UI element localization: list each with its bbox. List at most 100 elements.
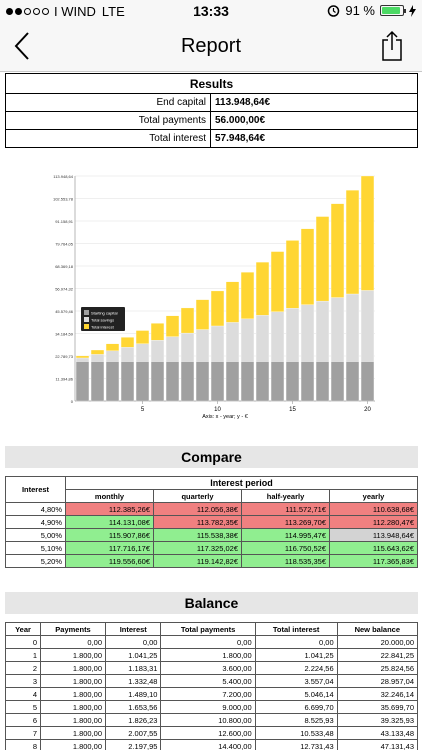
chart-y-tick: 79.764,05 <box>55 242 74 247</box>
balance-column-header: Payments <box>40 622 107 636</box>
balance-cell: 1.800,00 <box>160 648 256 662</box>
page-title: Report <box>180 35 242 57</box>
compare-table: Interest Interest period monthly quarterl… <box>5 476 418 568</box>
balance-cell: 5.400,00 <box>160 674 256 688</box>
compare-rate: 5,00% <box>5 528 66 542</box>
balance-cell: 0,00 <box>105 635 162 649</box>
balance-cell: 0,00 <box>254 635 338 649</box>
balance-cell: 0,00 <box>160 635 256 649</box>
chart-legend-label: Total savings <box>91 317 114 322</box>
balance-cell: 3 <box>4 674 42 688</box>
chart-bar-starting-capital <box>210 361 225 402</box>
chart-y-tick: 34.184,59 <box>55 332 74 337</box>
balance-cell: 1.653,56 <box>105 700 162 714</box>
share-icon[interactable] <box>380 30 404 62</box>
chart-bar-starting-capital <box>240 361 255 402</box>
balance-row: 5 1.800,00 1.653,56 9.000,00 6.699,70 35.699,… <box>4 700 419 714</box>
chart-x-tick: 10 <box>214 407 221 413</box>
compare-value: 118.535,35€ <box>241 554 330 568</box>
balance-cell: 6 <box>4 713 42 727</box>
compare-rate: 4,90% <box>5 515 66 529</box>
compare-value: 113.269,70€ <box>241 515 330 529</box>
balance-cell: 43.133,48 <box>336 726 419 740</box>
chart-y-tick: 113.948,64 <box>53 174 73 179</box>
balance-cell: 0,00 <box>40 635 107 649</box>
chart-bar-starting-capital <box>135 361 150 402</box>
chart-bar-total-savings <box>285 308 300 362</box>
chart-bar-total-interest <box>180 307 195 334</box>
balance-cell: 3.600,00 <box>160 661 256 675</box>
balance-cell: 35.699,70 <box>336 700 419 714</box>
chart-bar-total-interest <box>360 175 375 291</box>
chart-bar-starting-capital <box>90 361 105 402</box>
compare-period-label: monthly <box>65 489 154 503</box>
compare-rate: 5,10% <box>5 541 66 555</box>
chart-bar-total-savings <box>195 329 210 362</box>
chart-bar-total-savings <box>135 343 150 362</box>
balance-row: 0 0,00 0,00 0,00 0,00 20.000,00 <box>4 635 419 649</box>
chart-x-tick: 20 <box>364 407 371 413</box>
chart-bar-total-interest <box>120 337 135 348</box>
compare-row: 5,00% 115.907,86€ 115.538,38€ 114.995,47€ 11… <box>5 528 418 542</box>
balance-row: 4 1.800,00 1.489,10 7.200,00 5.046,14 32.246,… <box>4 687 419 701</box>
compare-value: 116.750,52€ <box>241 541 330 555</box>
chart-legend-label: Total interest <box>91 324 115 329</box>
chart-bar-total-interest <box>150 323 165 341</box>
results-value: 56.000,00€ <box>210 111 418 130</box>
balance-cell: 12.600,00 <box>160 726 256 740</box>
compare-row: 4,80% 112.385,26€ 112.056,38€ 111.572,71€ 11… <box>5 502 418 516</box>
compare-value: 112.280,47€ <box>329 515 418 529</box>
chart-y-tick: 22.789,73 <box>55 354 74 359</box>
balance-cell: 1.800,00 <box>40 661 107 675</box>
results-table: Results End capital 113.948,64€ Total pa… <box>5 73 418 148</box>
chart-bar-total-interest <box>285 240 300 309</box>
results-row: Total interest 57.948,64€ <box>5 129 418 148</box>
compare-value: 119.556,60€ <box>65 554 154 568</box>
balance-column-header: New balance <box>336 622 419 636</box>
results-label: Total payments <box>5 111 211 130</box>
chart-x-tick: 15 <box>289 407 296 413</box>
balance-cell: 2.197,95 <box>105 739 162 750</box>
chart-bar-total-interest <box>345 190 360 295</box>
chart-bar-total-savings <box>360 290 375 362</box>
network-type: LTE <box>101 4 125 19</box>
chart-legend-swatch <box>84 324 89 329</box>
chart-bar-starting-capital <box>315 361 330 402</box>
balance-cell: 1.800,00 <box>40 739 107 750</box>
battery-icon <box>380 5 406 16</box>
balance-title: Balance <box>5 592 418 614</box>
chart-bar-total-interest <box>105 343 120 351</box>
balance-cell: 6.699,70 <box>254 700 338 714</box>
chart-bar-starting-capital <box>285 361 300 402</box>
compare-rate: 5,20% <box>5 554 66 568</box>
chart-bar-starting-capital <box>150 361 165 402</box>
compare-period-label: yearly <box>329 489 418 503</box>
results-value: 113.948,64€ <box>210 93 418 112</box>
chart-bar-total-interest <box>165 315 180 337</box>
chart-bar-starting-capital <box>345 361 360 402</box>
chart-bar-total-interest <box>90 349 105 355</box>
chart-bar-total-savings <box>165 336 180 362</box>
balance-cell: 3.557,04 <box>254 674 338 688</box>
compare-value: 119.142,82€ <box>153 554 242 568</box>
balance-cell: 1 <box>4 648 42 662</box>
balance-cell: 1.800,00 <box>40 648 107 662</box>
back-chevron-icon[interactable] <box>10 28 40 64</box>
compare-value: 115.643,62€ <box>329 541 418 555</box>
battery-percent: 91 % <box>345 3 375 18</box>
balance-cell: 5 <box>4 700 42 714</box>
chart-bar-total-savings <box>105 350 120 362</box>
compare-row: 5,10% 117.716,17€ 117.325,02€ 116.750,52€ 11… <box>5 541 418 555</box>
balance-cell: 1.489,10 <box>105 687 162 701</box>
chart-bar-total-savings <box>255 315 270 362</box>
chart-x-axis-label: Axis: x - year; y - € <box>202 414 248 420</box>
results-label: Total interest <box>5 129 211 148</box>
balance-cell: 2.224,56 <box>254 661 338 675</box>
balance-cell: 4 <box>4 687 42 701</box>
chart-y-tick: 102.553,78 <box>53 197 74 202</box>
compare-title: Compare <box>5 446 418 468</box>
chart-y-tick: 0 <box>71 399 74 404</box>
balance-cell: 2.007,55 <box>105 726 162 740</box>
compare-value: 115.907,86€ <box>65 528 154 542</box>
results-label: End capital <box>5 93 211 112</box>
